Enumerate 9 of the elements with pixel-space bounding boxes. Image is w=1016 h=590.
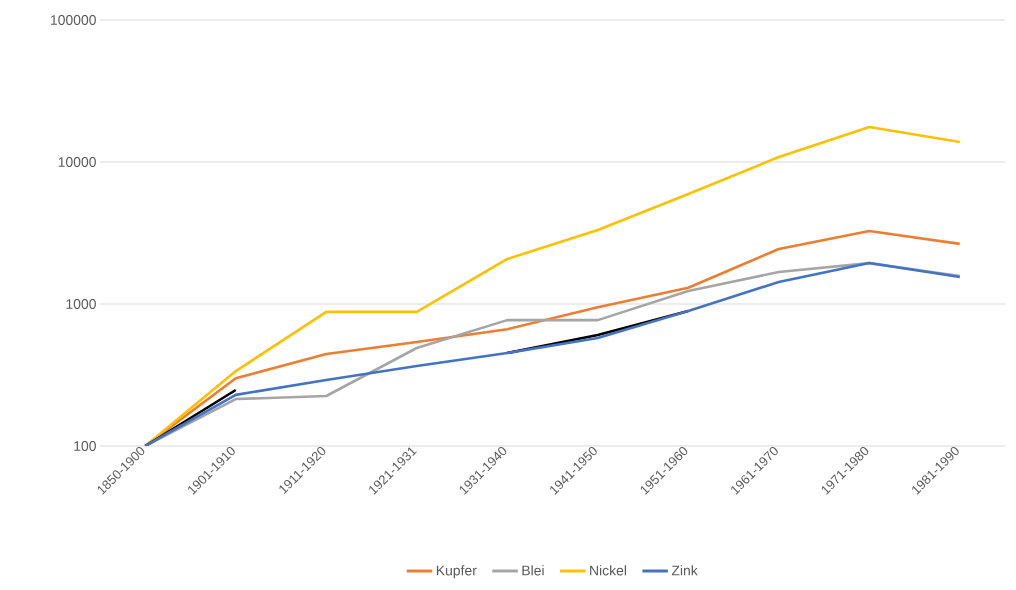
legend-label: Blei: [522, 565, 544, 576]
y-tick-label: 100: [74, 441, 96, 451]
y-tick-label: 1000: [66, 299, 96, 309]
legend-label: Zink: [671, 565, 698, 576]
y-tick-label: 100000: [51, 15, 96, 25]
legend-label: Nickel: [590, 565, 627, 576]
line-series: [143, 125, 962, 446]
y-tick-label: 10000: [58, 157, 96, 167]
legend-label: Kupfer: [436, 565, 477, 579]
